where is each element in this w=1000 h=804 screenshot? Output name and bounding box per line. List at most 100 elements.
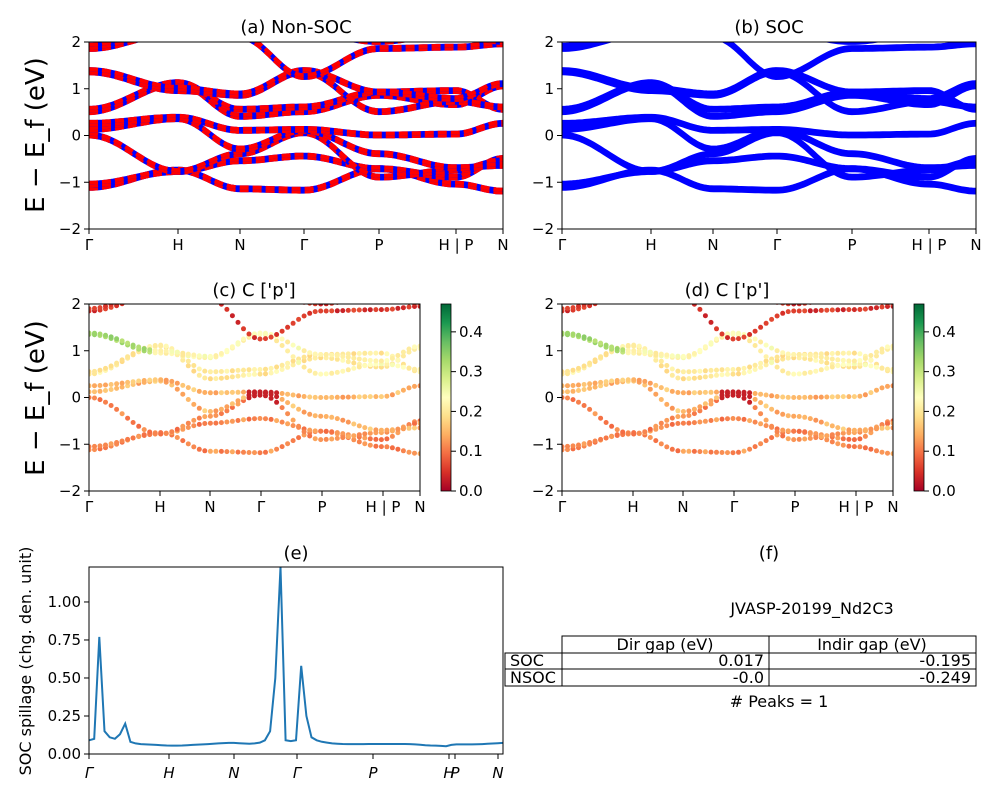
panel-b-title: (b) SOC [734, 17, 803, 38]
panel-c-projection-dot [213, 369, 219, 375]
panel-d-projection-dot [874, 298, 879, 303]
panel-d-projection-dot [636, 430, 642, 436]
panel-d-projection-dot [752, 396, 758, 402]
panel-c-projection-dot [384, 307, 390, 312]
panel-c-colorbar-label: 0.4 [459, 323, 483, 341]
panel-d-projection-dot [851, 350, 857, 356]
table-header-dir-gap: Dir gap (eV) [617, 635, 714, 654]
panel-c-projection-dot [340, 308, 346, 314]
panel-c-projection-dot [185, 420, 191, 426]
panel-c-projection-dot [384, 361, 390, 367]
panel-d-projection-dot [565, 389, 570, 395]
panel-c-projection-dot [136, 434, 142, 440]
panel-c-projection-dot [301, 313, 307, 319]
panel-d-projection-dot [802, 394, 808, 400]
panel-d-projection-dot [581, 403, 587, 408]
panel-c-projection-dot [207, 448, 213, 454]
panel-d-projection-dot [824, 365, 830, 371]
panel-e-ytick-label: 0.25 [48, 707, 81, 725]
panel-d-projection-dot [846, 394, 852, 400]
panel-d-projection-dot [785, 370, 791, 376]
panel-d-projection-dot [780, 427, 786, 433]
panel-c-projection-dot [130, 435, 136, 441]
panel-d-projection-dot [725, 335, 730, 341]
panel-c-projection-dot [290, 354, 296, 360]
panel-b-ytick-label: 2 [544, 33, 554, 51]
panel-c-projection-dot [158, 431, 164, 437]
panel-d-projection-dot [868, 363, 874, 369]
panel-d-projection-dot [702, 418, 708, 424]
panel-b-axes: −2 −1 0 1 2 Γ H N Γ P H | P N [532, 33, 982, 254]
panel-d-projection-dot [702, 389, 708, 395]
panel-d-projection-dot [570, 331, 576, 337]
panel-c-projection-dot [356, 439, 362, 445]
panel-c-projection-dot [329, 352, 335, 358]
panel-c-projection-dot [169, 378, 175, 384]
panel-c-projection-dot [125, 340, 131, 346]
panel-a-xtick-label: N [234, 236, 245, 254]
panel-c-xtick-label: N [204, 498, 215, 516]
panel-c-projection-dot [274, 364, 280, 370]
panel-d-projection-dot [741, 448, 747, 454]
panel-d-ytick-label: −2 [532, 482, 554, 500]
panel-c-projection-dot [362, 357, 368, 363]
panel-c-projection-dot [285, 411, 291, 417]
panel-d-projection-dot [680, 390, 686, 396]
panel-d-projection-dot [658, 351, 664, 357]
panel-d-projection-dot [620, 377, 626, 383]
panel-a-ytick-label: −1 [59, 173, 81, 191]
panel-c-projection-dot [252, 416, 257, 422]
panel-c-projection-dot [274, 390, 280, 396]
panel-d-projection-dot [890, 383, 893, 389]
panel-c-projection-dot [241, 395, 246, 401]
panel-d-projection-dot [592, 411, 598, 417]
panel-d-projection-dot [697, 368, 703, 374]
panel-c-projection-dot [152, 348, 158, 353]
panel-d-projection-dot [846, 358, 852, 364]
panel-d-projection-dot [725, 371, 730, 377]
panel-c-ytick-label: −2 [59, 482, 81, 500]
panel-c-projection-dot [296, 435, 302, 441]
panel-c-projection-dot [400, 364, 406, 370]
panel-c-projection-dot [406, 346, 412, 352]
panel-c-projection-dot [136, 344, 142, 350]
panel-c-projection-dot [362, 394, 368, 400]
panel-d-projection-dot [686, 353, 692, 359]
panel-c-projection-dot [395, 305, 401, 311]
panel-c-projection-dot [412, 421, 417, 427]
panel-d-projection-dot [758, 364, 764, 370]
panel-e-ytick-label: 0.00 [48, 745, 81, 763]
panel-d-projection-dot [562, 383, 565, 389]
panel-c-projection-dot [296, 299, 301, 304]
panel-c-projection-dot [334, 435, 340, 441]
panel-c-projection-dot [152, 343, 158, 348]
panel-c-projection-dot [356, 351, 362, 356]
panel-c-projection-dot [191, 387, 197, 393]
panel-c-projection-dot [318, 304, 324, 307]
panel-c-projection-dot [351, 365, 357, 371]
panel-c-projection-dot [191, 363, 197, 368]
panel-d-xtick-label: H | P [839, 498, 874, 516]
panel-e-xtick-label: P [450, 764, 460, 782]
panel-d-colorbar-label: 0.3 [932, 363, 956, 381]
panel-e-xtick-label: H [163, 764, 174, 782]
panel-c-projection-dot [241, 417, 246, 423]
panel-c: (c) C ['p'] −2 −1 0 1 2 Γ H N Γ P H | P N 0.0 0.1 0.2… [59, 280, 483, 516]
panel-d-projection-dot [851, 394, 857, 400]
panel-d-projection-dot [774, 354, 780, 360]
panel-d-projection-dot [780, 433, 786, 439]
panel-d-projection-dot [603, 342, 609, 348]
panel-d-projection-dot [702, 449, 708, 455]
panel-d-projection-dot [818, 359, 824, 365]
panel-c-projection-dot [126, 304, 129, 305]
panel-c-projection-dot [307, 368, 313, 374]
panel-c-projection-dot [378, 350, 384, 356]
panel-c-projection-dot [152, 431, 158, 436]
panel-d-projection-dot [565, 330, 570, 336]
panel-c-projection-dot [356, 432, 362, 438]
panel-c-projection-dot [307, 433, 313, 439]
panel-c-projection-dot [147, 347, 153, 353]
panel-d-ytick-label: 2 [544, 295, 554, 313]
panel-a-ytick-label: 2 [71, 33, 81, 51]
panel-d-projection-dot [857, 361, 863, 367]
